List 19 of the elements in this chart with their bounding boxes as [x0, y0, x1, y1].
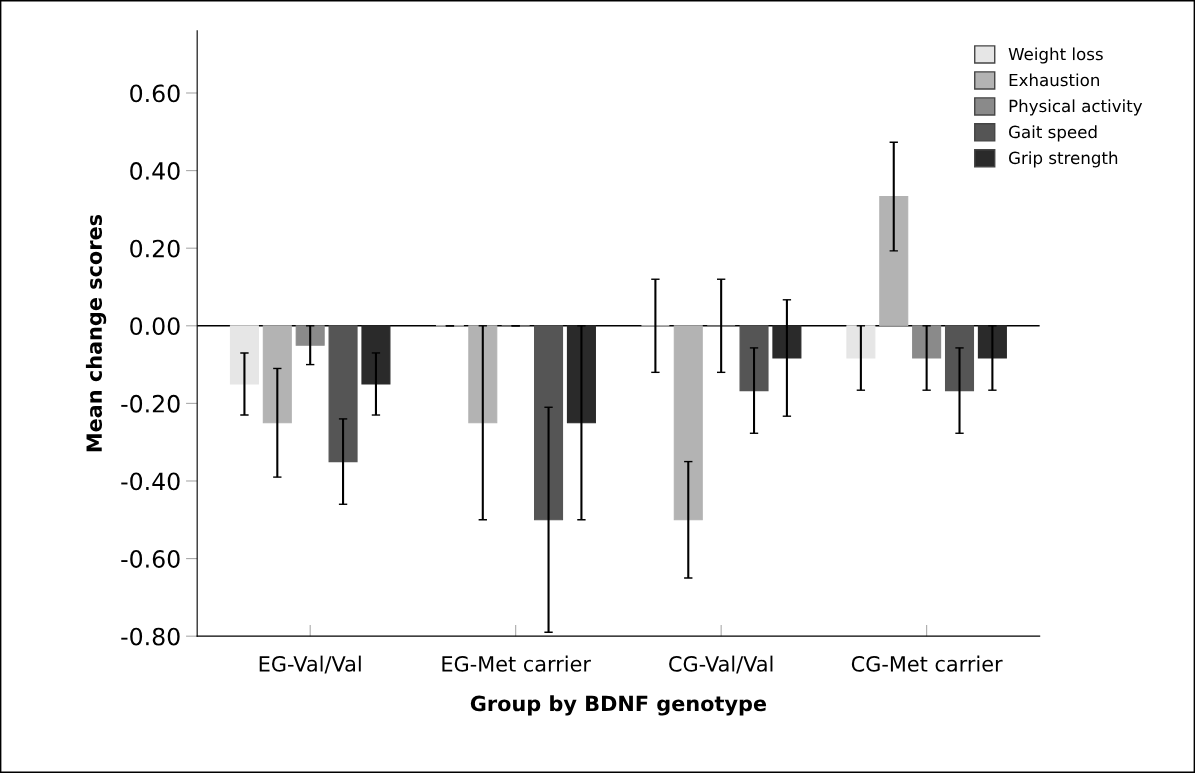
legend-label: Grip strength: [1009, 151, 1118, 168]
y-tick-label: 0.20: [130, 239, 180, 258]
y-tick-label: -0.40: [121, 472, 180, 491]
x-tick-label: EG-Val/Val: [259, 655, 361, 674]
y-tick-label: 0.40: [130, 162, 180, 180]
legend-label: Exhaustion: [1009, 73, 1099, 87]
legend-label: Physical activity: [1009, 99, 1143, 116]
y-tick-label: -0.20: [121, 394, 180, 413]
x-tick-label: CG-Val/Val: [669, 655, 773, 674]
x-axis-title: Group by BDNF genotype: [470, 695, 767, 716]
legend-label: Weight loss: [1008, 47, 1103, 64]
x-tick-label: CG-Met carrier: [851, 655, 1003, 672]
y-tick-label: -0.60: [121, 550, 180, 568]
y-tick-label: 0.60: [130, 84, 180, 103]
y-tick-label: -0.80: [121, 627, 180, 646]
legend-label: Gait speed: [1009, 125, 1097, 142]
y-tick-label: 0.00: [130, 317, 180, 336]
y-axis-title: Mean change scores: [85, 214, 107, 452]
x-tick-label: EG-Met carrier: [442, 655, 591, 672]
